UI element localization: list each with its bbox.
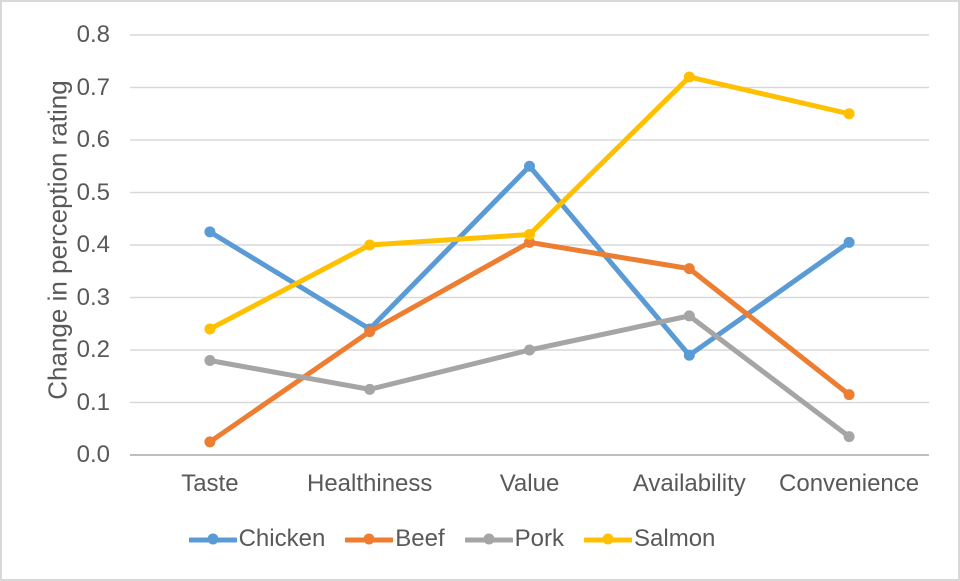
series-line-beef	[207, 239, 852, 445]
legend-item-beef: Beef	[345, 525, 445, 553]
data-point-pork-value	[524, 344, 535, 356]
legend-marker-beef-icon	[345, 533, 394, 545]
data-point-salmon-taste	[204, 323, 216, 335]
legend-item-salmon: Salmon	[584, 525, 715, 553]
data-point-pork-convenience	[843, 431, 855, 443]
legend-label-salmon: Salmon	[634, 525, 716, 552]
x-category-label-value: Value	[499, 470, 560, 497]
legend-dot-beef	[363, 533, 375, 545]
data-point-beef-taste	[204, 436, 216, 448]
legend-label-beef: Beef	[395, 525, 445, 552]
y-tick-label-0-3: 0.3	[76, 283, 110, 311]
data-point-pork-availability	[683, 310, 695, 322]
legend-label-chicken: Chicken	[238, 525, 326, 552]
y-tick-label-0-2: 0.2	[76, 336, 110, 363]
y-tick-label-0-5: 0.5	[76, 178, 110, 206]
data-point-chicken-value	[524, 160, 535, 172]
data-point-pork-healthiness	[364, 383, 376, 395]
data-point-chicken-availability	[683, 349, 695, 361]
y-tick-label-0-6: 0.6	[76, 126, 110, 153]
y-tick-label-0-1: 0.1	[76, 388, 110, 416]
x-category-label-availability: Availability	[632, 470, 746, 497]
legend-dot-chicken	[207, 533, 219, 545]
legend-dot-salmon	[602, 533, 614, 545]
legend-item-chicken: Chicken	[188, 525, 326, 553]
legend-label-pork: Pork	[514, 525, 565, 552]
series-pork	[204, 310, 855, 443]
series-beef	[204, 236, 855, 448]
y-tick-label-0-7: 0.7	[76, 73, 110, 101]
data-point-salmon-healthiness	[364, 239, 376, 251]
data-point-beef-availability	[683, 263, 695, 275]
data-point-beef-convenience	[843, 389, 855, 401]
data-point-pork-taste	[204, 355, 216, 366]
y-tick-label-0-8: 0.8	[76, 21, 110, 48]
series-line-chicken	[207, 163, 852, 358]
x-category-label-healthiness: Healthiness	[306, 470, 433, 497]
y-tick-label-0-4: 0.4	[76, 231, 110, 258]
x-category-label-convenience: Convenience	[779, 470, 920, 497]
legend: Chicken Beef Pork Salmon	[2, 521, 932, 557]
series-chicken	[204, 160, 855, 361]
x-category-label-taste: Taste	[181, 470, 239, 497]
data-point-beef-healthiness	[364, 326, 376, 338]
legend-item-pork: Pork	[464, 525, 565, 553]
series-line-pork	[207, 313, 852, 440]
legend-marker-salmon-icon	[584, 533, 633, 545]
y-tick-label-0-0: 0.0	[76, 441, 110, 468]
legend-marker-pork-icon	[464, 533, 513, 545]
legend-dot-pork	[483, 533, 495, 545]
data-point-beef-value	[524, 236, 535, 248]
legend-marker-chicken-icon	[188, 533, 237, 545]
data-point-salmon-convenience	[843, 108, 855, 120]
data-point-chicken-convenience	[843, 236, 855, 248]
series-salmon	[204, 71, 855, 335]
data-point-chicken-taste	[204, 226, 216, 238]
data-point-salmon-value	[524, 229, 535, 240]
data-point-salmon-availability	[683, 71, 695, 83]
